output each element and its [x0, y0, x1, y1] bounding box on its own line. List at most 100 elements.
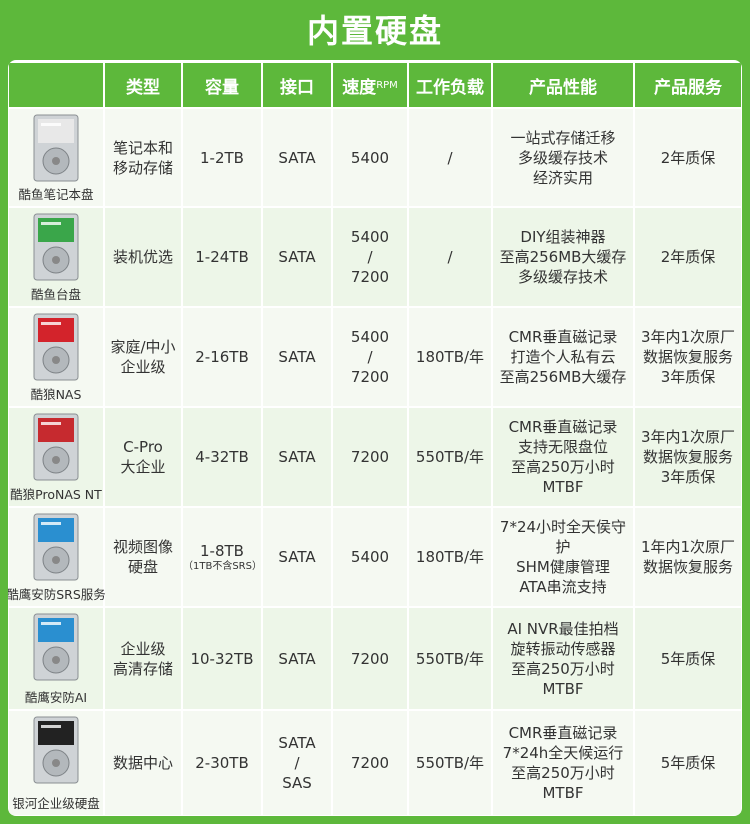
type-text: 数据中心	[112, 754, 173, 772]
performance-cell: CMR垂直磁记录 支持无限盘位 至高250万小时MTBF	[493, 408, 633, 506]
service-text: 2年质保	[660, 148, 716, 167]
comparison-table: 类型 容量 接口 速度 RPM 工作负载 产品性能 产品服务 酷鱼笔记本盘 笔记本和 移动存储 1-2…	[8, 60, 742, 816]
service-text: 数据恢复服务	[642, 348, 733, 366]
performance-text: 至高256MB大缓存	[499, 248, 627, 266]
drive-icon	[33, 413, 79, 481]
performance-text: 经济实用	[532, 168, 593, 187]
interface-text: SATA	[278, 649, 316, 668]
type-cell: 家庭/中小 企业级	[105, 308, 181, 406]
workload-cell: 180TB/年	[409, 508, 491, 606]
interface-text: SATA	[278, 734, 316, 752]
speed-text: 7200	[350, 448, 390, 466]
capacity-text: 1-8TB	[200, 542, 244, 560]
drive-icon	[33, 213, 79, 281]
drive-icon	[33, 513, 79, 581]
drive-icon	[33, 313, 79, 381]
header-text: 速度	[342, 77, 377, 98]
header-cell	[9, 63, 103, 107]
header-unit: RPM	[376, 79, 398, 91]
performance-text: 旋转振动传感器	[510, 639, 616, 658]
header-text: 类型	[126, 77, 160, 98]
capacity-text: 1-24TB	[195, 248, 249, 266]
speed-cell: 5400	[333, 508, 407, 606]
workload-cell: /	[409, 208, 491, 306]
type-text: C-Pro	[123, 438, 163, 456]
performance-text: CMR垂直磁记录	[508, 724, 618, 742]
service-text: 3年内1次原厂	[640, 328, 736, 346]
performance-text: 7*24h全天候运行	[502, 744, 624, 762]
service-text: 1年内1次原厂	[640, 538, 736, 556]
interface-text: SATA	[278, 248, 316, 266]
service-cell: 5年质保	[635, 711, 741, 815]
performance-text: 至高250万小时MTBF	[511, 659, 615, 698]
type-text: 笔记本和	[112, 138, 173, 157]
capacity-cell: 1-24TB	[183, 208, 261, 306]
type-cell: 视频图像 硬盘	[105, 508, 181, 606]
product-cell: 酷狼ProNAS NT	[9, 408, 103, 506]
header-text: 接口	[280, 77, 314, 98]
service-cell: 2年质保	[635, 208, 741, 306]
workload-text: 550TB/年	[415, 754, 485, 772]
speed-cell: 7200	[333, 711, 407, 815]
interface-text: SATA	[278, 348, 316, 366]
type-cell: 装机优选	[105, 208, 181, 306]
service-cell: 5年质保	[635, 608, 741, 709]
speed-text: 5400	[350, 548, 390, 566]
type-cell: C-Pro 大企业	[105, 408, 181, 506]
interface-cell: SATA	[263, 408, 331, 506]
type-text: 高清存储	[112, 659, 173, 678]
type-text: 装机优选	[112, 248, 173, 266]
performance-cell: 一站式存储迁移 多级缓存技术 经济实用	[493, 109, 633, 206]
speed-cell: 5400 / 7200	[333, 208, 407, 306]
service-text: 5年质保	[660, 754, 716, 772]
interface-cell: SATA / SAS	[263, 711, 331, 815]
type-text: 移动存储	[112, 158, 173, 177]
workload-cell: /	[409, 109, 491, 206]
performance-text: ATA串流支持	[519, 578, 607, 596]
speed-cell: 5400	[333, 109, 407, 206]
workload-cell: 550TB/年	[409, 408, 491, 506]
performance-text: DIY组装神器	[520, 228, 606, 246]
speed-text: 7200	[350, 268, 390, 286]
page-title: 内置硬盘	[306, 12, 443, 50]
drive-icon	[33, 613, 79, 681]
performance-text: 至高250万小时MTBF	[511, 764, 615, 802]
header-text: 容量	[205, 77, 239, 98]
workload-cell: 550TB/年	[409, 608, 491, 709]
interface-text: SAS	[282, 774, 312, 792]
workload-cell: 550TB/年	[409, 711, 491, 815]
product-cell: 酷鱼笔记本盘	[9, 109, 103, 206]
workload-text: 180TB/年	[415, 548, 485, 566]
speed-text: 7200	[350, 649, 390, 668]
service-text: 3年质保	[660, 468, 716, 486]
product-cell: 酷鱼台盘	[9, 208, 103, 306]
capacity-text: 4-32TB	[195, 448, 249, 466]
service-cell: 1年内1次原厂 数据恢复服务	[635, 508, 741, 606]
performance-text: AI NVR最佳拍档	[507, 619, 619, 638]
service-cell: 2年质保	[635, 109, 741, 206]
drive-icon	[33, 716, 79, 784]
interface-text: SATA	[278, 548, 316, 566]
workload-text: /	[447, 248, 453, 266]
service-text: 5年质保	[660, 649, 716, 668]
product-name: 酷鱼台盘	[30, 287, 81, 302]
service-text: 3年内1次原厂	[640, 428, 736, 446]
capacity-cell: 10-32TB	[183, 608, 261, 709]
speed-text: 5400	[350, 148, 390, 167]
product-name: 酷狼ProNAS NT	[10, 487, 102, 502]
type-cell: 企业级 高清存储	[105, 608, 181, 709]
performance-text: 7*24小时全天侯守护	[499, 518, 627, 556]
capacity-text: 10-32TB	[190, 649, 254, 668]
speed-cell: 7200	[333, 408, 407, 506]
capacity-cell: 2-30TB	[183, 711, 261, 815]
interface-cell: SATA	[263, 208, 331, 306]
performance-text: 打造个人私有云	[510, 348, 616, 366]
performance-cell: DIY组装神器 至高256MB大缓存 多级缓存技术	[493, 208, 633, 306]
performance-cell: CMR垂直磁记录 7*24h全天候运行至高250万小时MTBF	[493, 711, 633, 815]
service-cell: 3年内1次原厂 数据恢复服务 3年质保	[635, 308, 741, 406]
service-cell: 3年内1次原厂 数据恢复服务 3年质保	[635, 408, 741, 506]
product-cell: 酷鹰安防SRS服务	[8, 508, 106, 606]
service-text: 数据恢复服务	[642, 448, 733, 466]
type-text: 企业级	[120, 358, 166, 376]
